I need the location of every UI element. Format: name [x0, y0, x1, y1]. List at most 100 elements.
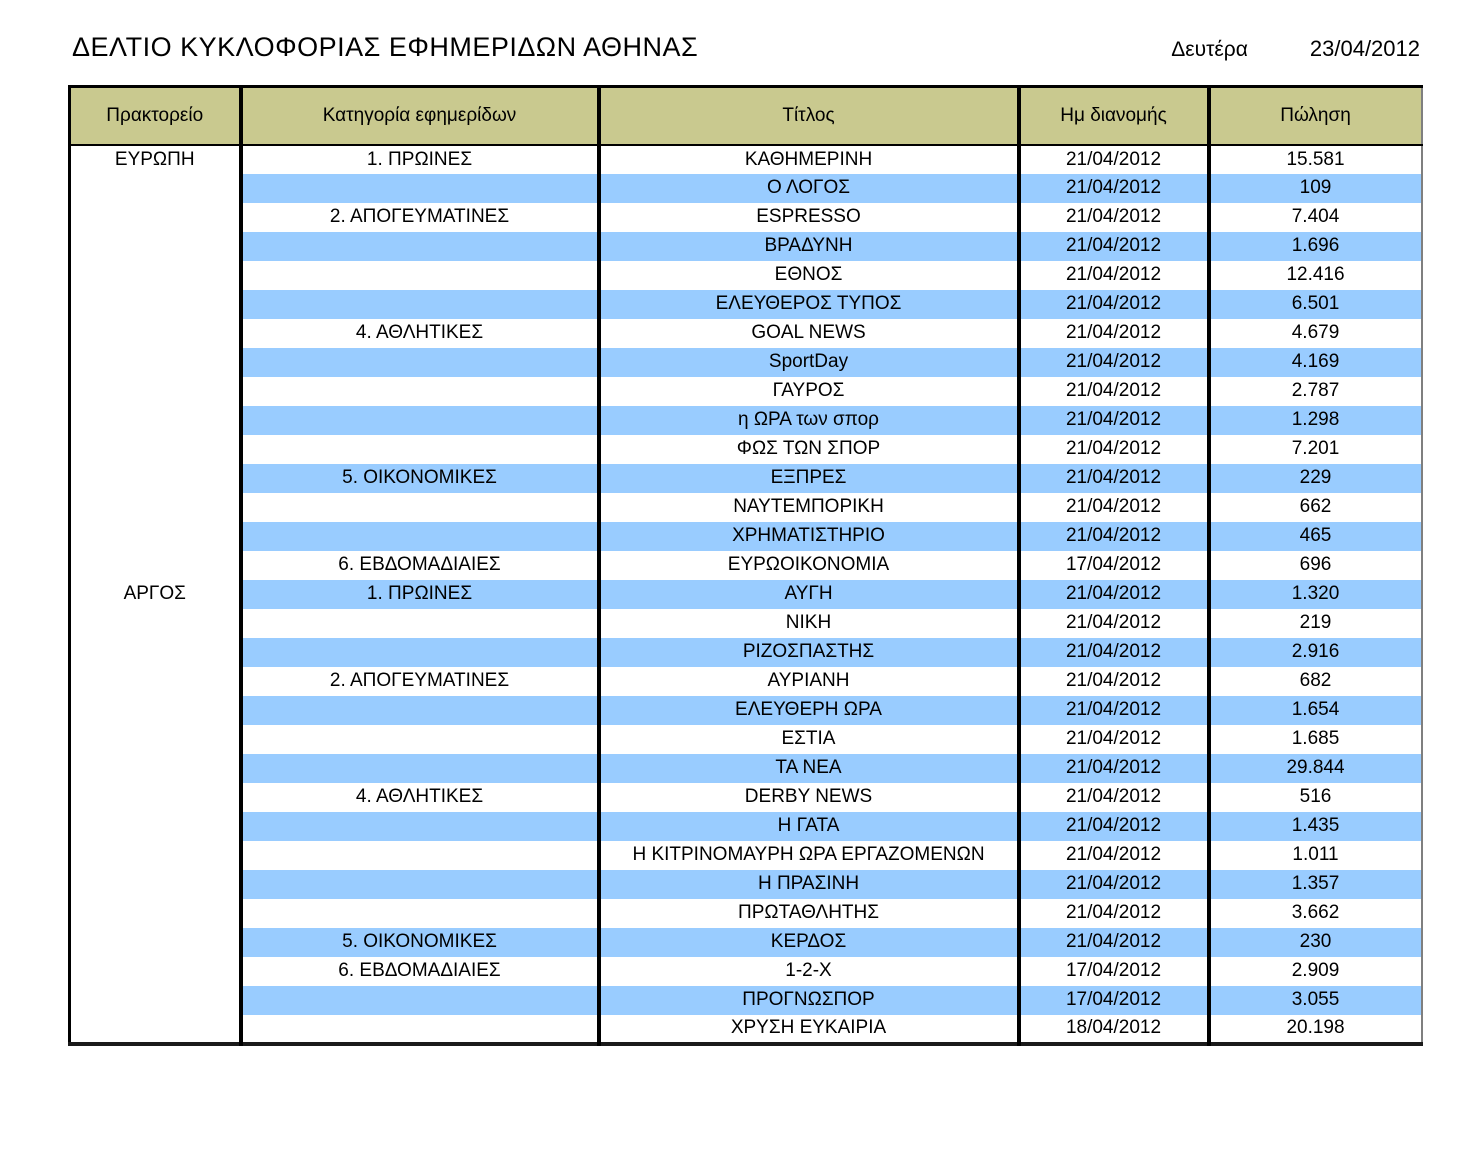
table-row: 4. ΑΘΛΗΤΙΚΕΣ DERBY NEWS 21/04/2012 516 — [69, 782, 1422, 812]
table-row: 6. ΕΒΔΟΜΑΔΙΑΙΕΣ ΕΥΡΩΟΙΚΟΝΟΜΙΑ 17/04/2012 69… — [69, 550, 1422, 580]
cell-sales: 1.685 — [1206, 724, 1422, 754]
cell-sales: 15.581 — [1206, 144, 1422, 174]
cell-dist_date: 17/04/2012 — [1016, 550, 1209, 580]
cell-agency — [69, 173, 241, 203]
cell-sales: 662 — [1206, 492, 1422, 522]
column-header-category: Κατηγορία εφημερίδων — [238, 86, 599, 146]
cell-sales: 4.169 — [1206, 347, 1422, 377]
cell-category: 6. ΕΒΔΟΜΑΔΙΑΙΕΣ — [238, 550, 599, 580]
cell-sales: 7.201 — [1206, 434, 1422, 464]
cell-title: ΚΑΘΗΜΕΡΙΝΗ — [596, 144, 1019, 174]
cell-category: 1. ΠΡΩΙΝΕΣ — [238, 144, 599, 174]
cell-title: Η ΠΡΑΣΙΝΗ — [596, 869, 1019, 899]
cell-dist_date: 21/04/2012 — [1016, 173, 1209, 203]
cell-dist_date: 21/04/2012 — [1016, 463, 1209, 493]
cell-category: 5. ΟΙΚΟΝΟΜΙΚΕΣ — [238, 927, 599, 957]
cell-category — [238, 231, 599, 261]
cell-title: η ΩΡΑ των σπορ — [596, 405, 1019, 435]
cell-agency — [69, 695, 241, 725]
cell-dist_date: 21/04/2012 — [1016, 289, 1209, 319]
cell-agency — [69, 463, 241, 493]
cell-dist_date: 21/04/2012 — [1016, 318, 1209, 348]
table-row: ΤΑ ΝΕΑ 21/04/2012 29.844 — [69, 753, 1422, 783]
cell-dist_date: 21/04/2012 — [1016, 840, 1209, 870]
cell-agency — [69, 289, 241, 319]
cell-category — [238, 898, 599, 928]
cell-dist_date: 21/04/2012 — [1016, 695, 1209, 725]
cell-agency — [69, 521, 241, 551]
cell-dist_date: 21/04/2012 — [1016, 608, 1209, 638]
cell-agency — [69, 347, 241, 377]
table-row: ΕΛΕΥΘΕΡΗ ΩΡΑ 21/04/2012 1.654 — [69, 695, 1422, 725]
cell-category — [238, 376, 599, 406]
cell-sales: 1.654 — [1206, 695, 1422, 725]
cell-dist_date: 18/04/2012 — [1016, 1014, 1209, 1044]
cell-category — [238, 521, 599, 551]
cell-title: ΕΥΡΩΟΙΚΟΝΟΜΙΑ — [596, 550, 1019, 580]
cell-dist_date: 21/04/2012 — [1016, 202, 1209, 232]
cell-sales: 1.298 — [1206, 405, 1422, 435]
cell-agency — [69, 434, 241, 464]
cell-category: 2. ΑΠΟΓΕΥΜΑΤΙΝΕΣ — [238, 202, 599, 232]
cell-title: ΝΙΚΗ — [596, 608, 1019, 638]
cell-sales: 516 — [1206, 782, 1422, 812]
cell-agency — [69, 956, 241, 986]
cell-agency — [69, 927, 241, 957]
cell-dist_date: 21/04/2012 — [1016, 376, 1209, 406]
cell-title: ΕΛΕΥΘΕΡΗ ΩΡΑ — [596, 695, 1019, 725]
table-row: ΑΡΓΟΣ 1. ΠΡΩΙΝΕΣ ΑΥΓΗ 21/04/2012 1.320 — [69, 579, 1422, 609]
cell-title: ΦΩΣ ΤΩΝ ΣΠΟΡ — [596, 434, 1019, 464]
table-row: ΡΙΖΟΣΠΑΣΤΗΣ 21/04/2012 2.916 — [69, 637, 1422, 667]
cell-agency — [69, 318, 241, 348]
table-row: Η ΠΡΑΣΙΝΗ 21/04/2012 1.357 — [69, 869, 1422, 899]
cell-agency — [69, 869, 241, 899]
cell-sales: 465 — [1206, 521, 1422, 551]
cell-sales: 1.357 — [1206, 869, 1422, 899]
table-row: ΕΛΕΥΘΕΡΟΣ ΤΥΠΟΣ 21/04/2012 6.501 — [69, 289, 1422, 319]
weekday-label: Δευτέρα — [1171, 38, 1248, 61]
cell-sales: 29.844 — [1206, 753, 1422, 783]
cell-agency — [69, 202, 241, 232]
cell-sales: 2.916 — [1206, 637, 1422, 667]
cell-title: ΓΑΥΡΟΣ — [596, 376, 1019, 406]
cell-agency — [69, 405, 241, 435]
cell-title: Ο ΛΟΓΟΣ — [596, 173, 1019, 203]
cell-dist_date: 21/04/2012 — [1016, 231, 1209, 261]
cell-dist_date: 21/04/2012 — [1016, 753, 1209, 783]
cell-category — [238, 289, 599, 319]
table-row: Ο ΛΟΓΟΣ 21/04/2012 109 — [69, 173, 1422, 203]
cell-dist_date: 21/04/2012 — [1016, 666, 1209, 696]
cell-agency — [69, 753, 241, 783]
report-date: 23/04/2012 — [1309, 36, 1420, 61]
cell-category: 2. ΑΠΟΓΕΥΜΑΤΙΝΕΣ — [238, 666, 599, 696]
table-row: 4. ΑΘΛΗΤΙΚΕΣ GOAL NEWS 21/04/2012 4.679 — [69, 318, 1422, 348]
cell-category — [238, 811, 599, 841]
cell-sales: 219 — [1206, 608, 1422, 638]
cell-category — [238, 753, 599, 783]
cell-dist_date: 21/04/2012 — [1016, 492, 1209, 522]
cell-title: ESPRESSO — [596, 202, 1019, 232]
cell-sales: 7.404 — [1206, 202, 1422, 232]
column-header-sales: Πώληση — [1206, 86, 1422, 146]
cell-title: ΡΙΖΟΣΠΑΣΤΗΣ — [596, 637, 1019, 667]
cell-dist_date: 21/04/2012 — [1016, 724, 1209, 754]
cell-category — [238, 695, 599, 725]
cell-agency — [69, 666, 241, 696]
cell-dist_date: 21/04/2012 — [1016, 144, 1209, 174]
table-row: ΕΣΤΙΑ 21/04/2012 1.685 — [69, 724, 1422, 754]
cell-sales: 2.909 — [1206, 956, 1422, 986]
column-header-title: Τίτλος — [596, 86, 1019, 146]
report-header: ΔΕΛΤΙΟ ΚΥΚΛΟΦΟΡΙΑΣ ΕΦΗΜΕΡΙΔΩΝ ΑΘΗΝΑΣ Δευ… — [0, 0, 1479, 63]
cell-title: ΕΛΕΥΘΕΡΟΣ ΤΥΠΟΣ — [596, 289, 1019, 319]
table-row: ΠΡΟΓΝΩΣΠΟΡ 17/04/2012 3.055 — [69, 985, 1422, 1015]
cell-sales: 682 — [1206, 666, 1422, 696]
cell-title: ΠΡΟΓΝΩΣΠΟΡ — [596, 985, 1019, 1015]
cell-title: ΚΕΡΔΟΣ — [596, 927, 1019, 957]
cell-dist_date: 21/04/2012 — [1016, 434, 1209, 464]
cell-category — [238, 1014, 599, 1044]
column-header-agency: Πρακτορείο — [69, 86, 241, 146]
cell-agency — [69, 260, 241, 290]
cell-dist_date: 21/04/2012 — [1016, 927, 1209, 957]
table-row: 5. ΟΙΚΟΝΟΜΙΚΕΣ ΕΞΠΡΕΣ 21/04/2012 229 — [69, 463, 1422, 493]
table-row: ΕΥΡΩΠΗ 1. ΠΡΩΙΝΕΣ ΚΑΘΗΜΕΡΙΝΗ 21/04/2012 15.5… — [69, 144, 1422, 174]
